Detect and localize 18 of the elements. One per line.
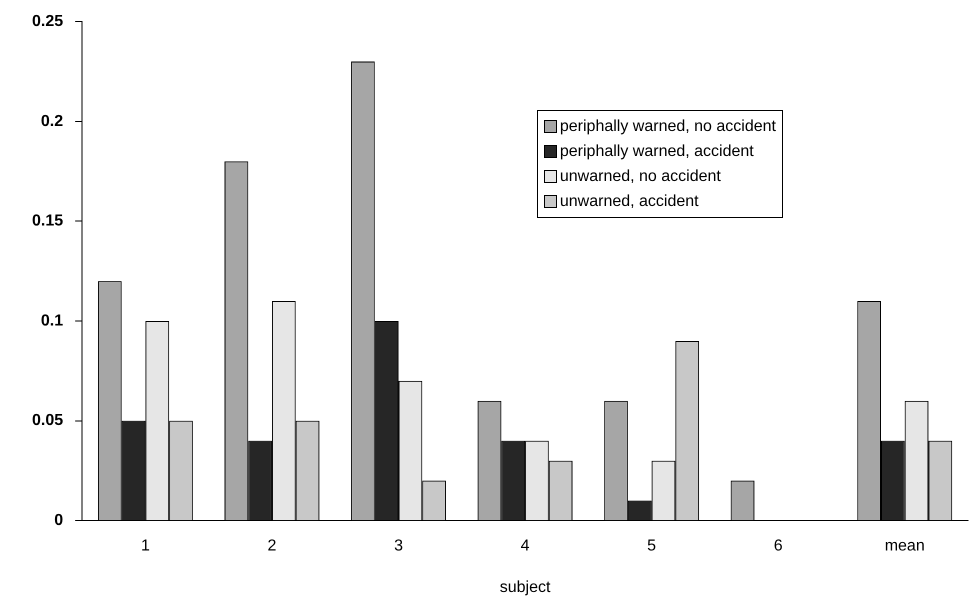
x-tick-label: 3 <box>394 538 404 555</box>
legend-label: unwarned, accident <box>560 192 699 212</box>
x-tick-label: 6 <box>774 538 783 555</box>
legend-label: periphally warned, accident <box>560 142 754 162</box>
x-axis-title: subject <box>500 578 551 596</box>
y-tick-label: 0.25 <box>32 13 64 30</box>
x-tick-label: 1 <box>140 538 150 555</box>
legend-label: periphally warned, no accident <box>560 117 776 137</box>
y-tick-label: 0.05 <box>32 412 64 430</box>
x-tick-label: 2 <box>268 538 277 555</box>
y-tick-label: 0 <box>54 512 64 530</box>
x-tick-label: 4 <box>520 538 530 555</box>
x-tick-label: 5 <box>647 538 656 555</box>
y-tick-label: 0.15 <box>32 212 64 230</box>
legend-label: unwarned, no accident <box>560 167 721 187</box>
y-tick-label: 0.2 <box>40 112 64 130</box>
y-tick-label: 0.1 <box>40 312 64 330</box>
x-tick-label: mean <box>884 538 925 555</box>
